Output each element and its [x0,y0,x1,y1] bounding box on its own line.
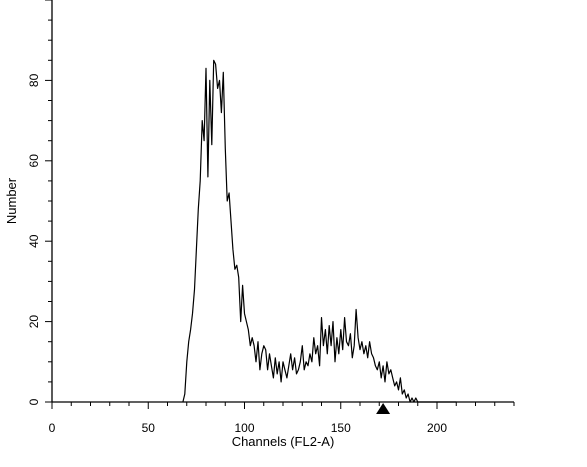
y-tick-label: 80 [27,73,41,87]
x-tick-label: 150 [331,421,351,435]
x-tick-label: 100 [234,421,254,435]
x-tick-label: 50 [142,421,156,435]
y-tick-label: 0 [27,398,41,405]
x-axis-title: Channels (FL2-A) [232,434,335,449]
y-axis: 0 20 40 60 80 [27,0,53,405]
histogram-line [182,59,457,403]
x-tick-label: 200 [427,421,447,435]
y-axis-title: Number [4,177,19,224]
x-tick-label: 0 [49,421,56,435]
y-tick-label: 20 [27,315,41,329]
y-tick-label: 60 [27,154,41,168]
channel-marker-triangle [376,403,391,414]
y-tick-label: 40 [27,234,41,248]
x-axis: 0 50 100 150 200 [49,401,515,435]
